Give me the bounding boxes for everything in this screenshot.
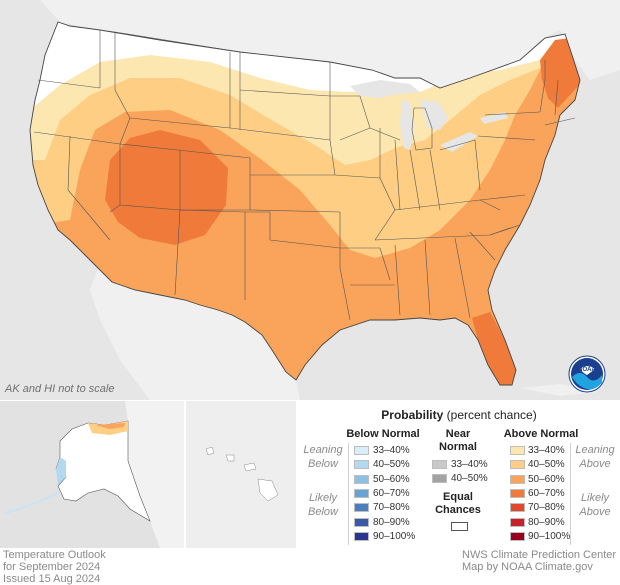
below-normal-label: 40–50% [373, 459, 410, 471]
below-normal-swatch [354, 446, 369, 455]
below-normal-swatch [354, 474, 369, 484]
alaska-inset [0, 401, 184, 548]
alaska-map [4, 401, 184, 548]
lake-superior [350, 80, 420, 98]
zone-above-60-70-florida [472, 312, 516, 385]
zone-above-60-70-maine [540, 38, 580, 108]
leaning-above-line-2: Above [579, 458, 611, 470]
footer-issued: Issued 15 Aug 2024 [3, 573, 101, 585]
below-normal-label: 70–80% [373, 502, 410, 514]
equal-chances-swatch [451, 522, 468, 531]
equal-chances-line-2: Chances [435, 504, 481, 516]
above-normal-label: 50–60% [528, 473, 565, 485]
above-normal-label: 33–40% [528, 445, 565, 456]
footer-period: for September 2024 [3, 561, 101, 573]
hawaii-big-island [257, 478, 279, 502]
alaska-aleutians [4, 492, 59, 514]
legend-below-bracket [348, 443, 349, 545]
canada-yukon-landmass [125, 401, 184, 548]
leaning-above-line-1: Leaning [575, 444, 615, 456]
below-normal-label: 60–70% [373, 487, 410, 499]
equal-chances-line-1: Equal [443, 491, 473, 503]
equal-chances-label: Equal Chances [428, 491, 488, 517]
zone-above-60-70-west [105, 130, 228, 245]
near-normal-header-line-1: Near [445, 428, 471, 440]
conus-outlook-map [0, 0, 620, 400]
below-normal-label: 80–90% [373, 516, 410, 528]
lake-huron [420, 100, 448, 130]
likely-above-label: Likely Above [572, 491, 618, 519]
above-normal-swatch [510, 517, 525, 527]
noaa-logo: NOAA [568, 355, 606, 393]
below-normal-swatch [354, 531, 369, 541]
lake-ontario [480, 112, 508, 124]
likely-above-line-2: Above [579, 506, 611, 518]
above-normal-swatch [510, 460, 525, 470]
legend-above-bracket [570, 443, 571, 545]
footer-mapby: Map by NOAA Climate.gov [462, 561, 593, 573]
near-normal-header: Near Normal [428, 428, 488, 454]
above-normal-label: 60–70% [528, 487, 565, 499]
state-borders [29, 21, 581, 386]
inset-divider-1 [184, 401, 186, 548]
cuba-landmass [520, 384, 600, 396]
leaning-below-line-1: Leaning [303, 444, 343, 456]
near-normal-swatch [432, 474, 447, 484]
mexico-landmass [90, 268, 300, 400]
above-normal-swatch [510, 488, 525, 498]
below-normal-label: 33–40% [373, 445, 410, 456]
likely-below-label: Likely Below [300, 491, 346, 519]
below-normal-label: 90–100% [373, 530, 416, 542]
legend-title-suffix: (percent chance) [446, 408, 537, 422]
below-normal-swatch [354, 503, 369, 513]
below-normal-swatch [354, 488, 369, 498]
hawaii-kauai [205, 446, 215, 456]
likely-below-line-2: Below [308, 506, 338, 518]
canada-landmass [0, 0, 620, 88]
legend-title: Probability (percent chance) [298, 408, 620, 422]
above-normal-label: 90–100% [528, 530, 571, 542]
footer-outlook-info: Temperature Outlook for September 2024 I… [3, 549, 106, 585]
leaning-below-label: Leaning Below [300, 443, 346, 471]
below-normal-label: 50–60% [373, 473, 410, 485]
probability-legend: Probability (percent chance) Below Norma… [298, 401, 620, 548]
above-normal-label: 40–50% [528, 459, 565, 471]
near-normal-header-line-2: Normal [439, 441, 477, 453]
svg-text:NOAA: NOAA [578, 367, 596, 373]
alaska-north-slope-shading-strong [95, 423, 125, 429]
above-normal-header: Above Normal [503, 428, 579, 440]
leaning-above-label: Leaning Above [572, 443, 618, 471]
near-normal-label: 40–50% [451, 473, 488, 485]
lake-michigan [400, 100, 414, 150]
above-normal-label: 80–90% [528, 516, 565, 528]
inset-divider-2 [296, 401, 298, 548]
hawaii-maui [243, 462, 257, 472]
footer-source: NWS Climate Prediction Center [462, 549, 617, 561]
legend-title-main: Probability [381, 408, 444, 422]
likely-above-line-1: Likely [580, 492, 610, 504]
michigan-outline [411, 107, 433, 151]
above-normal-swatch [510, 446, 525, 455]
above-normal-label: 70–80% [528, 502, 565, 514]
near-normal-label: 33–40% [451, 459, 488, 470]
likely-below-line-1: Likely [308, 492, 338, 504]
below-normal-swatch [354, 517, 369, 527]
above-normal-swatch [510, 503, 525, 513]
footer-title: Temperature Outlook [3, 549, 106, 561]
hawaii-inset [186, 401, 296, 548]
scale-note: AK and HI not to scale [5, 383, 115, 395]
below-normal-header: Below Normal [346, 428, 420, 440]
alaska-west-coast-shading [56, 457, 66, 485]
footer-credits: NWS Climate Prediction Center Map by NOA… [462, 549, 616, 573]
hawaii-oahu [225, 454, 235, 462]
hawaii-map [205, 446, 279, 502]
above-normal-swatch [510, 474, 525, 484]
near-normal-swatch [432, 460, 447, 469]
leaning-below-line-2: Below [308, 458, 338, 470]
below-normal-swatch [354, 460, 369, 470]
above-normal-swatch [510, 531, 525, 541]
